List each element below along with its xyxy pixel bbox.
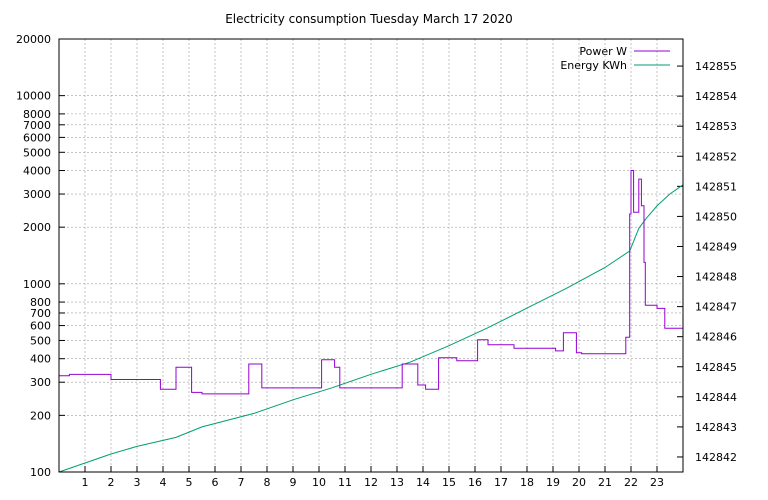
y-right-tick-label: 142854	[695, 90, 737, 103]
x-tick-label: 10	[312, 476, 326, 489]
y-right-tick-label: 142844	[695, 391, 737, 404]
y-right-tick-label: 142845	[695, 361, 737, 374]
x-tick-label: 20	[572, 476, 586, 489]
series-power-line	[59, 170, 683, 395]
x-tick-label: 12	[364, 476, 378, 489]
x-tick-label: 1	[82, 476, 89, 489]
x-tick-label: 8	[264, 476, 271, 489]
y-right-tick-label: 142849	[695, 240, 737, 253]
x-tick-label: 9	[290, 476, 297, 489]
y-right-tick-label: 142850	[695, 210, 737, 223]
y-left-tick-label: 10000	[16, 90, 51, 103]
y-right-tick-label: 142842	[695, 451, 737, 464]
x-tick-label: 15	[442, 476, 456, 489]
x-tick-label: 21	[598, 476, 612, 489]
y-right-axis: 142842 142843 142844 142845 142846 142847 1428…	[677, 60, 737, 464]
x-tick-label: 5	[186, 476, 193, 489]
x-tick-label: 14	[416, 476, 430, 489]
y-left-tick-label: 6000	[23, 131, 51, 144]
x-tick-label: 19	[546, 476, 560, 489]
x-tick-label: 16	[468, 476, 482, 489]
x-tick-label: 17	[494, 476, 508, 489]
legend-label-power: Power W	[579, 45, 627, 58]
y-right-tick-label: 142853	[695, 120, 737, 133]
y-left-tick-label: 600	[30, 320, 51, 333]
y-left-tick-label: 20000	[16, 33, 51, 46]
x-tick-label: 6	[212, 476, 219, 489]
x-tick-label: 13	[390, 476, 404, 489]
y-left-tick-label: 300	[30, 376, 51, 389]
y-right-tick-label: 142852	[695, 150, 737, 163]
y-right-tick-label: 142846	[695, 331, 737, 344]
x-tick-label: 23	[650, 476, 664, 489]
grid	[59, 38, 683, 473]
y-left-tick-label: 500	[30, 334, 51, 347]
y-left-tick-label: 7000	[23, 119, 51, 132]
y-left-tick-label: 3000	[23, 188, 51, 201]
y-right-tick-label: 142848	[695, 271, 737, 284]
y-left-tick-label: 700	[30, 307, 51, 320]
y-right-tick-label: 142855	[695, 60, 737, 73]
x-tick-label: 2	[108, 476, 115, 489]
series-energy-line	[58, 184, 684, 473]
y-left-tick-label: 200	[30, 409, 51, 422]
y-left-tick-label: 2000	[23, 221, 51, 234]
chart-title: Electricity consumption Tuesday March 17…	[225, 12, 513, 26]
x-axis: 1 2 3 4 5 6 7 8 9 10 11 12 13 14 15 16 17 18 19 20 21 22 23	[82, 466, 664, 489]
y-left-tick-label: 5000	[23, 146, 51, 159]
x-tick-label: 11	[338, 476, 352, 489]
x-tick-label: 22	[624, 476, 638, 489]
y-left-tick-label: 8000	[23, 108, 51, 121]
y-right-tick-label: 142847	[695, 301, 737, 314]
x-tick-label: 4	[160, 476, 167, 489]
y-right-tick-label: 142843	[695, 421, 737, 434]
y-left-tick-label: 400	[30, 353, 51, 366]
x-tick-label: 7	[238, 476, 245, 489]
y-left-tick-label: 1000	[23, 278, 51, 291]
plot-border	[58, 38, 684, 473]
x-tick-label: 3	[134, 476, 141, 489]
legend-label-energy: Energy KWh	[560, 59, 627, 72]
y-left-tick-label: 100	[30, 466, 51, 479]
y-left-tick-label: 800	[30, 296, 51, 309]
y-left-tick-label: 4000	[23, 165, 51, 178]
x-tick-label: 18	[520, 476, 534, 489]
legend: Power W Energy KWh	[560, 45, 670, 72]
y-right-tick-label: 142851	[695, 180, 737, 193]
